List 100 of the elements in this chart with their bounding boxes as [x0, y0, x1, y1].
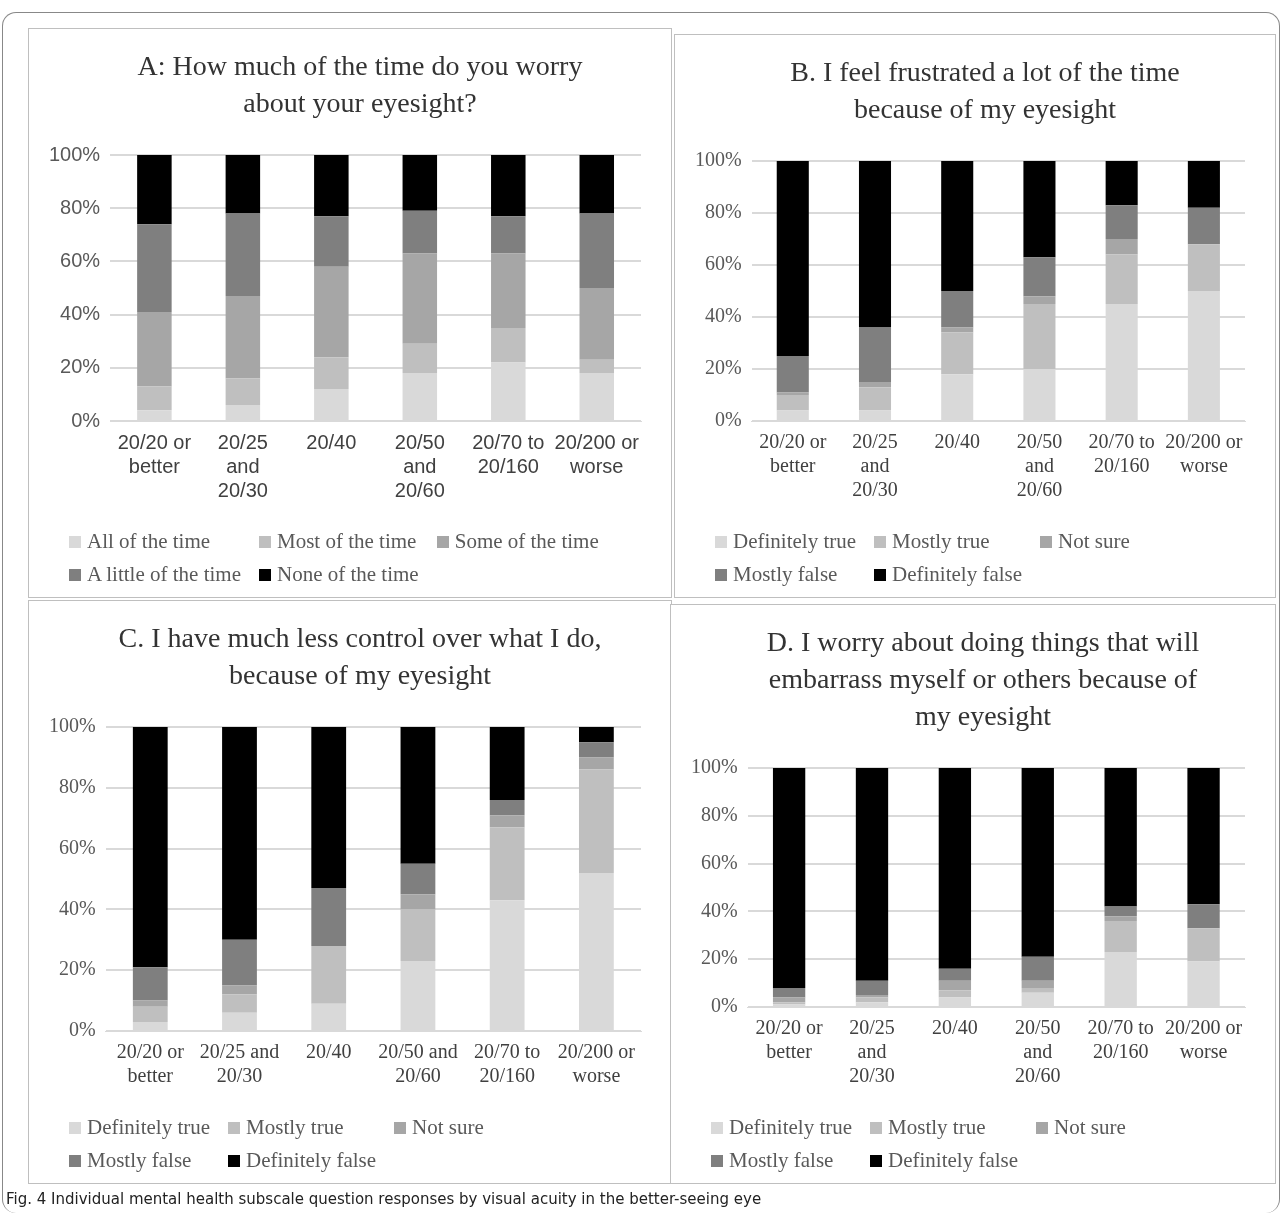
bar — [1187, 244, 1220, 291]
bar — [579, 155, 615, 214]
caption: Fig. 4 Individual mental health subscale question responses by visual acuity in the better-seeing eye — [6, 1190, 762, 1208]
legend-label: Definitely true — [729, 1115, 853, 1140]
bar — [776, 161, 809, 356]
bar — [402, 343, 438, 374]
bar — [489, 815, 525, 828]
x-tick-label: 20/200 or worse — [1165, 430, 1243, 477]
bar — [579, 288, 615, 360]
bar — [578, 769, 614, 873]
chart-title: B. I feel frustrated a lot of the time because of my eyesight — [789, 55, 1181, 126]
legend-label: Not sure — [1054, 1115, 1126, 1140]
x-tick-label: 20/40 — [934, 430, 980, 453]
y-tick-label: 20% — [60, 355, 101, 378]
bar — [222, 985, 257, 995]
bar — [311, 727, 347, 889]
legend-label: All of the time — [87, 529, 211, 554]
bar — [941, 332, 974, 375]
bar — [491, 216, 526, 254]
bar — [132, 967, 168, 1001]
y-tick-label: 20% — [704, 356, 742, 379]
bar — [1104, 916, 1137, 921]
y-tick-label: 40% — [60, 302, 101, 325]
legend-label: None of the time — [276, 562, 419, 587]
bar — [855, 997, 889, 1003]
bar — [491, 155, 526, 217]
x-tick-label: 20/50 and 20/60 — [1014, 1016, 1061, 1087]
y-tick-label: 20% — [58, 957, 96, 980]
bar — [402, 155, 438, 211]
y-tick-label: 0% — [714, 408, 742, 431]
x-tick-label: 20/70 to 20/160 — [474, 1040, 541, 1087]
x-tick-label: 20/25 and 20/30 — [217, 430, 268, 501]
bar — [1104, 920, 1137, 953]
bar — [855, 768, 889, 981]
bar — [222, 727, 257, 940]
x-tick-label: 20/50 and 20/60 — [1016, 430, 1063, 501]
y-tick-label: 80% — [704, 200, 742, 223]
x-tick-label: 20/20 or better — [116, 1040, 185, 1087]
y-tick-label: 40% — [58, 896, 96, 919]
bar — [311, 888, 347, 946]
bar — [776, 395, 809, 411]
bar — [489, 727, 525, 800]
bar — [491, 327, 526, 363]
bar — [311, 945, 347, 1004]
bar — [222, 994, 257, 1013]
bar — [579, 213, 615, 288]
bar — [225, 378, 261, 406]
legend-label: A little of the time — [87, 562, 241, 587]
legend-label: Mostly true — [892, 529, 990, 554]
bar — [400, 894, 436, 910]
bar — [225, 295, 261, 379]
bar — [400, 863, 436, 895]
bar — [314, 266, 349, 358]
y-tick-label: 80% — [58, 775, 96, 798]
legend-label: Definitely true — [733, 529, 857, 554]
bar — [1023, 161, 1056, 258]
legend-label: Most of the time — [276, 529, 417, 554]
bar — [137, 224, 172, 312]
bar — [578, 757, 614, 770]
bar — [1021, 956, 1054, 981]
bar — [858, 161, 892, 328]
bar — [489, 827, 525, 901]
legend-label: Mostly true — [246, 1115, 344, 1140]
bar — [938, 990, 972, 998]
bar — [855, 980, 889, 996]
bar — [941, 161, 974, 291]
bar — [1105, 161, 1138, 206]
bar — [938, 980, 972, 991]
legend-label: Mostly false — [733, 562, 838, 587]
x-tick-label: 20/40 — [305, 1040, 352, 1063]
bar — [1104, 768, 1137, 907]
bar — [1105, 254, 1138, 304]
x-tick-label: 20/40 — [306, 430, 357, 453]
bar — [772, 987, 806, 998]
legend-label: Mostly true — [888, 1115, 986, 1140]
bar — [1187, 928, 1220, 962]
legend-label: Not sure — [412, 1115, 484, 1140]
bar — [579, 359, 615, 374]
legend-label: Mostly false — [729, 1148, 834, 1173]
bar — [1023, 304, 1056, 369]
x-tick-label: 20/20 or better — [755, 1016, 824, 1063]
bar — [222, 939, 257, 986]
bar — [772, 997, 806, 1003]
bar — [938, 768, 972, 969]
legend-label: Definitely false — [888, 1148, 1019, 1173]
chart-title: A: How much of the time do you worry about your eyesight? — [136, 49, 584, 120]
bar — [941, 327, 974, 333]
bar — [132, 1000, 168, 1007]
y-tick-label: 100% — [694, 148, 742, 171]
bar — [578, 742, 614, 758]
bar — [225, 213, 261, 296]
y-tick-label: 40% — [700, 898, 738, 921]
y-tick-label: 100% — [48, 714, 96, 737]
bar — [137, 311, 172, 387]
x-tick-label: 20/200 or worse — [1164, 1016, 1243, 1063]
bar — [491, 253, 526, 328]
x-tick-label: 20/25 and 20/30 — [849, 1016, 895, 1087]
bar — [1021, 768, 1054, 957]
bar — [314, 357, 349, 390]
bar — [941, 291, 974, 328]
